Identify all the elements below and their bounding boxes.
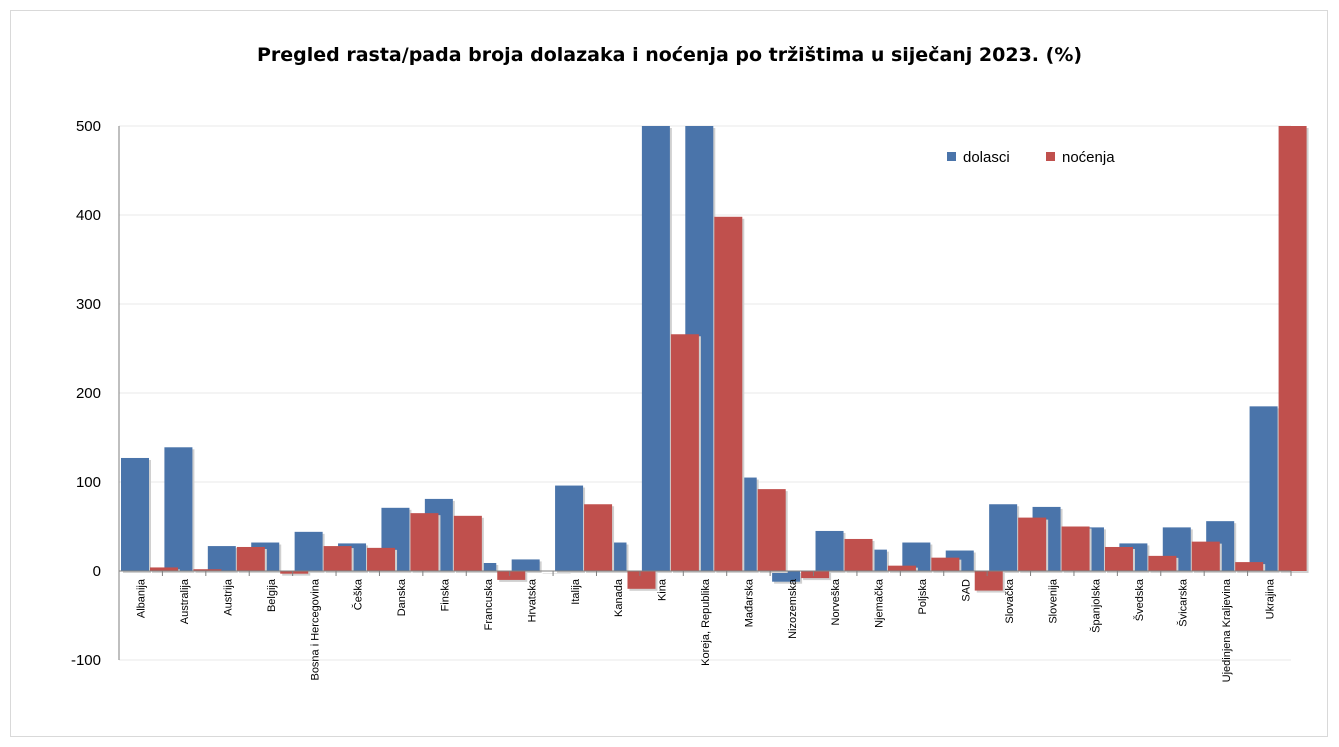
bar-noćenja-Kina — [670, 334, 699, 571]
x-tick-label: Finska — [440, 578, 452, 611]
bar-noćenja-SAD — [974, 571, 1003, 591]
x-tick-label: Mađarska — [743, 578, 755, 627]
y-tick-label: 500 — [76, 118, 101, 135]
bar-dolasci-Nizozemska — [772, 571, 801, 582]
bar-noćenja-Ukrajina — [1278, 126, 1307, 571]
bar-noćenja-Austrija — [236, 546, 265, 571]
legend-label: noćenja — [1062, 149, 1115, 166]
y-tick-label: 200 — [76, 385, 101, 402]
x-tick-label: Njemačka — [874, 578, 886, 628]
axes: 500 400 300 200 100 0 -100 Albanija Australija Au… — [71, 118, 1292, 682]
bar-noćenja-Mađarska — [757, 489, 786, 571]
bar-noćenja-Poljska — [931, 557, 960, 571]
bar-noćenja-Australija — [193, 569, 222, 571]
bar-noćenja-Češka — [367, 547, 396, 571]
y-tick-label: -100 — [71, 652, 101, 669]
bar-noćenja-Italija — [584, 504, 613, 571]
bar-noćenja-Slovačka — [1018, 517, 1047, 571]
legend-label: dolasci — [963, 149, 1010, 166]
bar-noćenja-Ujedinjena Kraljevina — [1235, 562, 1264, 571]
legend-swatch — [947, 152, 956, 161]
bar-dolasci-Norveška — [815, 530, 844, 571]
bar-noćenja-Bosna i Hercegovina — [323, 546, 352, 571]
bar-dolasci-Ukrajina — [1249, 406, 1278, 571]
x-tick-label: Hrvatska — [526, 578, 538, 622]
x-tick-label: Španjolska — [1090, 578, 1103, 633]
y-tick-label: 0 — [93, 563, 101, 580]
y-tick-label: 100 — [76, 474, 101, 491]
bar-noćenja-Francuska — [497, 571, 526, 580]
y-tick-label: 300 — [76, 296, 101, 313]
x-tick-label: Norveška — [830, 578, 842, 625]
bar-noćenja-Njemačka — [887, 565, 916, 571]
bar-dolasci-Slovačka — [989, 504, 1018, 571]
x-tick-label: Albanija — [136, 578, 148, 618]
bar-noćenja-Švicarska — [1191, 541, 1220, 571]
bar-noćenja-Belgija — [280, 571, 309, 574]
x-tick-label: Slovačka — [1004, 578, 1016, 624]
bar-dolasci-Hrvatska — [511, 559, 540, 571]
bar-noćenja-Španjolska — [1104, 546, 1133, 571]
x-tick-label: Danska — [396, 578, 408, 616]
bar-noćenja-Slovenija — [1061, 526, 1090, 571]
bar-dolasci-Austrija — [207, 546, 236, 571]
bar-shadow — [282, 573, 311, 576]
chart-title: Pregled rasta/pada broja dolazaka i noće… — [256, 44, 1083, 66]
bar-dolasci-Australija — [164, 447, 193, 571]
legend-swatch — [1046, 152, 1055, 161]
y-tick-label: 400 — [76, 207, 101, 224]
x-tick-label: Ujedinjena Kraljevina — [1221, 578, 1233, 682]
x-tick-label: Švicarska — [1176, 578, 1189, 627]
bar-dolasci-Kina — [641, 126, 670, 571]
x-tick-label: Francuska — [483, 578, 495, 630]
x-tick-label: Slovenija — [1047, 578, 1059, 624]
x-tick-label: Češka — [352, 578, 365, 610]
bar-dolasci-Italija — [555, 485, 584, 571]
bar-shadow — [542, 573, 571, 574]
x-tick-label: Kina — [657, 578, 669, 601]
bar-dolasci-Albanija — [121, 457, 149, 571]
bar-noćenja-Švedska — [1148, 555, 1177, 571]
x-tick-label: Belgija — [266, 578, 278, 612]
x-tick-label: Nizozemska — [787, 578, 799, 639]
x-tick-label: Kanada — [613, 578, 625, 617]
x-tick-label: Australija — [179, 578, 191, 624]
x-tick-label: Austrija — [223, 578, 235, 616]
bar-shadow — [195, 571, 224, 573]
x-tick-label: Bosna i Hercegovina — [309, 578, 321, 680]
bar-noćenja-Danska — [410, 513, 439, 571]
bar-noćenja-Nizozemska — [801, 571, 830, 579]
bar-noćenja-Finska — [453, 515, 482, 571]
bar-noćenja-Koreja, Republika — [714, 216, 743, 571]
x-tick-label: Poljska — [917, 578, 929, 614]
x-tick-label: Italija — [570, 578, 582, 605]
x-tick-label: Ukrajina — [1264, 578, 1276, 619]
x-tick-label: SAD — [960, 579, 972, 602]
legend: dolasci noćenja — [947, 149, 1115, 166]
x-tick-label: Švedska — [1133, 578, 1146, 621]
bar-noćenja-Norveška — [844, 538, 873, 571]
x-tick-label: Koreja, Republika — [700, 578, 712, 666]
bar-dolasci-Bosna i Hercegovina — [294, 531, 323, 571]
bars — [121, 126, 1309, 593]
bar-noćenja-Albanija — [150, 567, 178, 571]
bar-noćenja-Kanada — [627, 571, 656, 589]
